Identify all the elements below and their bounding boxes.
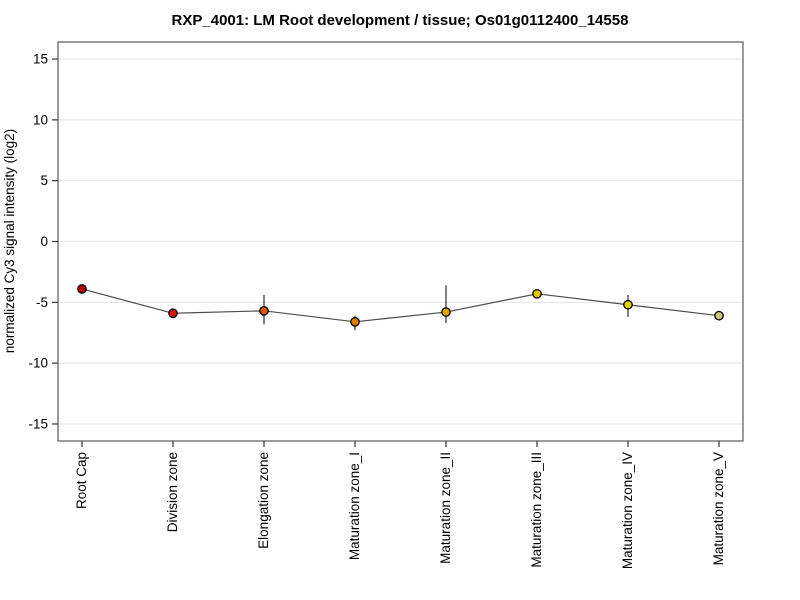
y-tick-label: -15 <box>28 416 48 431</box>
axis-tick-labels: 15 10 5 0 -5 -10 -15 Root Cap Division zone Elong… <box>28 52 726 570</box>
data-point <box>350 316 360 327</box>
chart-title: RXP_4001: LM Root development / tissue; … <box>172 12 629 29</box>
y-tick-label: 0 <box>40 234 48 249</box>
data-point <box>714 310 724 321</box>
y-tick-label: 5 <box>40 173 48 188</box>
data-point <box>441 307 451 317</box>
x-tick-label: Maturation zone_IV <box>620 452 635 569</box>
data-point <box>532 288 542 299</box>
x-tick-label: Division zone <box>165 452 180 532</box>
data-point <box>623 299 633 310</box>
error-bars <box>81 285 720 331</box>
data-point <box>168 308 178 319</box>
axis-ticks <box>52 58 720 447</box>
y-axis-label: normalized Cy3 signal intensity (log2) <box>2 129 17 353</box>
data-point <box>259 305 269 316</box>
x-tick-label: Maturation zone_I <box>347 452 362 560</box>
x-tick-label: Maturation zone_II <box>438 452 453 564</box>
y-tick-label: -10 <box>28 356 48 371</box>
x-tick-label: Elongation zone <box>256 452 271 549</box>
y-tick-label: 10 <box>33 112 48 127</box>
gridlines <box>58 58 743 425</box>
series-line <box>81 288 720 323</box>
x-tick-label: Maturation zone_V <box>711 452 726 565</box>
x-tick-label: Root Cap <box>74 452 89 509</box>
x-tick-label: Maturation zone_III <box>529 452 544 568</box>
data-point <box>77 284 87 294</box>
y-tick-label: -5 <box>36 295 48 310</box>
data-series <box>77 284 724 327</box>
y-tick-label: 15 <box>33 52 48 67</box>
